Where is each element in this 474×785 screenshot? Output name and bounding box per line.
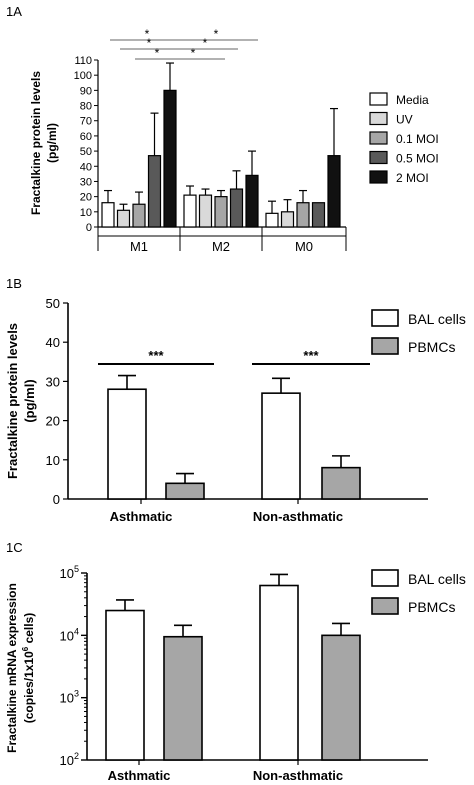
bar-1b xyxy=(261,392,301,500)
panel-label-1b: 1B xyxy=(6,276,22,291)
y-tick-label-1c: 102 xyxy=(60,751,79,768)
significance-star-1a: * xyxy=(145,27,150,41)
legend-swatch-1b xyxy=(371,337,399,355)
group-label-1a: M2 xyxy=(212,239,230,254)
bar-1c xyxy=(259,584,299,761)
legend-swatch-1c xyxy=(371,569,399,587)
y-axis-label-1b-unit: (pg/ml) xyxy=(22,379,37,422)
bar-1a xyxy=(163,89,177,228)
y-tick-label-1a: 30 xyxy=(80,176,92,188)
significance-star-1a: * xyxy=(147,36,152,50)
group-label-1a: M1 xyxy=(130,239,148,254)
bar-1a xyxy=(214,196,228,228)
legend-label-1a: UV xyxy=(396,113,413,127)
bar-1a xyxy=(147,155,162,228)
legend-label-1c: PBMCs xyxy=(408,599,455,615)
legend-label-1a: 2 MOI xyxy=(396,171,429,185)
significance-stars-1b: *** xyxy=(303,348,319,363)
legend-swatch-1c xyxy=(371,597,399,615)
bar-1a xyxy=(265,212,279,228)
y-tick-label-1b: 40 xyxy=(46,335,60,350)
legend-label-1a: Media xyxy=(396,93,429,107)
bar-1c xyxy=(321,634,361,761)
y-tick-label-1a: 60 xyxy=(80,131,92,143)
significance-star-1a: * xyxy=(155,46,160,60)
y-tick-label-1a: 110 xyxy=(74,55,92,67)
bar-1a xyxy=(280,211,295,228)
y-axis-label-1b: Fractalkine protein levels xyxy=(5,323,20,479)
bar-1b xyxy=(107,388,147,500)
bar-1a xyxy=(245,174,259,228)
y-tick-label-1b: 0 xyxy=(53,492,60,507)
category-label-1c: Asthmatic xyxy=(108,768,171,783)
y-tick-label-1a: 20 xyxy=(80,192,92,204)
y-axis-label-1c-unit: (copies/1x106 cells) xyxy=(21,613,36,724)
legend-swatch-1a xyxy=(369,111,388,126)
bar-1c xyxy=(105,609,145,761)
y-tick-label-1c: 104 xyxy=(60,626,79,643)
legend-swatch-1a xyxy=(369,170,388,184)
y-tick-label-1a: 50 xyxy=(80,146,92,158)
y-tick-label-1c: 103 xyxy=(60,689,79,706)
panel-label-1a: 1A xyxy=(6,4,22,19)
bar-1c xyxy=(163,635,203,761)
bar-1a xyxy=(101,202,115,228)
y-tick-label-1b: 20 xyxy=(46,414,60,429)
y-tick-label-1a: 90 xyxy=(80,85,92,97)
y-axis-label-1c: Fractalkine mRNA expression xyxy=(5,583,19,753)
significance-star-1a: * xyxy=(214,27,219,41)
bar-1a xyxy=(116,209,131,228)
y-tick-label-1a: 10 xyxy=(80,207,92,219)
legend-swatch-1a xyxy=(369,150,388,165)
legend-label-1a: 0.5 MOI xyxy=(396,152,439,166)
legend-label-1b: BAL cells xyxy=(408,311,466,327)
bar-1a xyxy=(198,194,213,228)
bar-1a xyxy=(296,202,310,228)
y-tick-label-1a: 80 xyxy=(80,101,92,113)
y-tick-label-1b: 50 xyxy=(46,296,60,311)
legend-label-1a: 0.1 MOI xyxy=(396,132,439,146)
y-tick-label-1a: 100 xyxy=(74,70,92,82)
bar-1b xyxy=(321,466,361,500)
bar-1a xyxy=(327,155,341,228)
significance-stars-1b: *** xyxy=(148,348,164,363)
y-tick-label-1a: 0 xyxy=(86,222,92,234)
panel-label-1c: 1C xyxy=(6,540,23,555)
y-tick-label-1a: 40 xyxy=(80,161,92,173)
legend-swatch-1a xyxy=(369,131,388,145)
significance-star-1a: * xyxy=(191,46,196,60)
category-label-1c: Non-asthmatic xyxy=(253,768,343,783)
bar-1a xyxy=(311,202,326,228)
category-label-1b: Asthmatic xyxy=(110,509,173,524)
legend-swatch-1a xyxy=(369,92,388,106)
y-axis-label-1a: Fractalkine protein levels xyxy=(29,71,43,215)
y-tick-label-1c: 105 xyxy=(60,564,79,581)
legend-label-1c: BAL cells xyxy=(408,571,466,587)
y-tick-label-1b: 30 xyxy=(46,374,60,389)
bar-1b xyxy=(165,482,205,500)
significance-star-1a: * xyxy=(203,36,208,50)
group-label-1a: M0 xyxy=(295,239,313,254)
category-label-1b: Non-asthmatic xyxy=(253,509,343,524)
legend-swatch-1b xyxy=(371,309,399,327)
y-tick-label-1a: 70 xyxy=(80,116,92,128)
bar-1a xyxy=(229,188,244,228)
legend-label-1b: PBMCs xyxy=(408,339,455,355)
y-axis-label-1a-unit: (pg/ml) xyxy=(45,123,59,163)
bar-1a xyxy=(183,194,197,228)
bar-1a xyxy=(132,203,146,228)
y-tick-label-1b: 10 xyxy=(46,453,60,468)
